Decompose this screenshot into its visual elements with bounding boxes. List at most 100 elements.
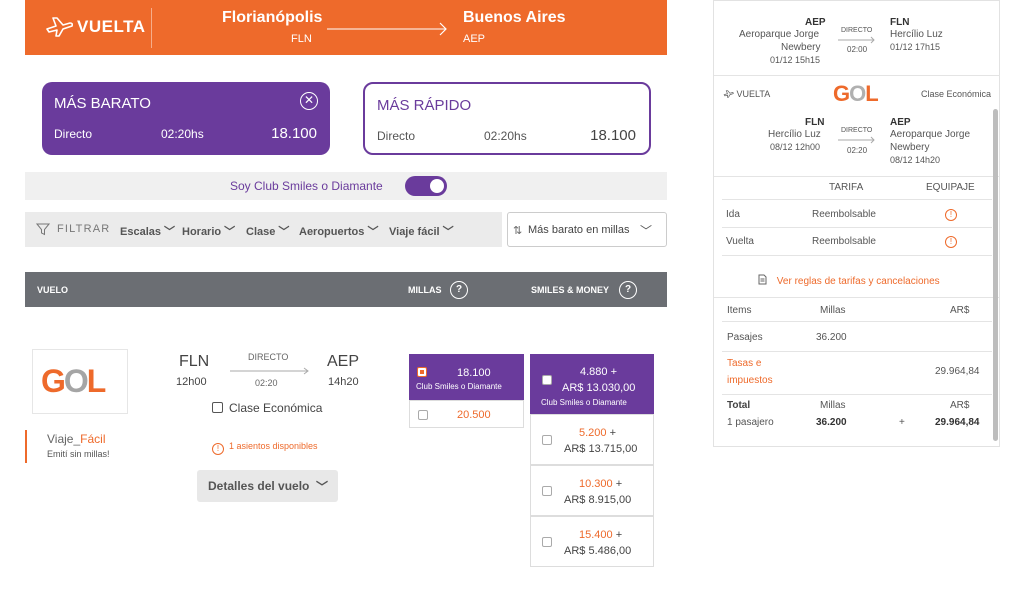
sm-miles: 5.200 +	[579, 427, 616, 439]
sm-money: AR$ 5.486,00	[564, 545, 632, 557]
checkbox[interactable]	[542, 375, 552, 385]
filter-aeropuertos[interactable]: Aeropuertos ﹀	[299, 226, 379, 238]
pasajes-label: Pasajes	[727, 332, 763, 343]
chevron-down-icon: ﹀	[315, 480, 328, 494]
miles-value: 20.500	[457, 409, 491, 421]
card-flight-type: Directo	[54, 127, 93, 141]
divider	[722, 394, 992, 395]
destination-code: AEP	[463, 33, 486, 45]
baggage-alert-icon[interactable]: !	[945, 209, 957, 221]
filter-viaje-facil[interactable]: Viaje fácil ﹀	[389, 226, 454, 238]
alert-icon: !	[212, 443, 224, 455]
summary-cabin: Clase Económica	[921, 89, 992, 99]
filter-horario-label: Horario	[182, 226, 222, 238]
gol-logo-text: GOL	[41, 363, 106, 399]
miles-club-label: Club Smiles o Diamante	[416, 382, 502, 391]
fare-rules-link-text: Ver reglas de tarifas y cancelaciones	[776, 276, 940, 287]
viaje-facil-title: Viaje_Fácil	[47, 432, 106, 446]
tasas-label-2: impuestos	[727, 375, 773, 386]
return-to-code: AEP	[890, 117, 911, 128]
club-smiles-bar: Soy Club Smiles o Diamante	[25, 172, 667, 200]
outbound-direct-label: DIRECTO	[841, 27, 873, 34]
checkbox[interactable]	[418, 410, 428, 420]
filter-horario[interactable]: Horario ﹀	[182, 226, 236, 238]
miles-option[interactable]: 20.500	[409, 400, 524, 428]
seat-icon	[212, 402, 223, 413]
outbound-from-code: AEP	[805, 17, 826, 28]
pasajes-millas: 36.200	[816, 332, 847, 343]
origin-city: Florianópolis	[222, 9, 323, 26]
sort-select[interactable]: ⇅ Más barato en millas ﹀	[507, 212, 667, 247]
price-col-items: Items	[727, 305, 752, 316]
trip-header: VUELTA Florianópolis FLN Buenos Aires AE…	[25, 0, 667, 55]
filter-escalas-label: Escalas	[120, 226, 161, 238]
outbound-duration: 02:00	[847, 45, 868, 54]
total-ars: 29.964,84	[935, 417, 980, 428]
filter-aeropuertos-label: Aeropuertos	[299, 226, 365, 238]
filter-bar: FILTRAR Escalas ﹀ Horario ﹀ Clase ﹀ Aero…	[25, 212, 502, 247]
price-col-ars: AR$	[950, 305, 970, 316]
flight-details-button[interactable]: Detalles del vuelo ﹀	[197, 470, 338, 502]
smiles-money-option[interactable]: 15.400 + AR$ 5.486,00	[530, 516, 654, 567]
smiles-money-option-selected[interactable]: 4.880 + AR$ 13.030,00 Club Smiles o Diam…	[530, 354, 654, 414]
filter-label[interactable]: FILTRAR	[57, 223, 111, 235]
return-direct-label: DIRECTO	[841, 127, 873, 134]
checkbox[interactable]	[542, 486, 552, 496]
fare-col-tarifa: TARIFA	[829, 182, 864, 193]
price-col-millas: Millas	[820, 305, 846, 316]
sm-miles: 15.400 +	[579, 529, 622, 541]
outbound-from-name-2: Newbery	[781, 42, 821, 53]
sm-money: AR$ 13.030,00	[562, 382, 636, 394]
smiles-money-help-icon[interactable]: ?	[619, 281, 637, 299]
miles-value: 18.100	[457, 367, 491, 379]
club-toggle-switch[interactable]	[405, 176, 447, 196]
airline-logo: GOL	[32, 349, 128, 414]
col-miles: MILLAS	[408, 285, 442, 295]
airline-logo: GOL	[833, 81, 879, 106]
card-title: MÁS RÁPIDO	[377, 97, 472, 114]
divider	[722, 227, 992, 228]
flight-cabin: Clase Económica	[229, 401, 323, 415]
fastest-card[interactable]: MÁS RÁPIDO Directo 02:20hs 18.100	[363, 82, 651, 155]
divider	[722, 199, 992, 200]
miles-option-selected[interactable]: 18.100 Club Smiles o Diamante	[409, 354, 524, 400]
flight-destination: AEP	[327, 353, 360, 370]
flight-origin: FLN	[179, 353, 210, 370]
checkbox-checked[interactable]	[417, 367, 427, 377]
sm-club-label: Club Smiles o Diamante	[541, 398, 627, 407]
details-button-label: Detalles del vuelo	[208, 479, 310, 493]
miles-help-icon[interactable]: ?	[450, 281, 468, 299]
sm-plus: +	[615, 529, 623, 541]
filter-clase-label: Clase	[246, 226, 276, 238]
fare-row-leg: Ida	[726, 209, 740, 220]
filter-escalas[interactable]: Escalas ﹀	[120, 226, 176, 238]
return-from-name: Hercílio Luz	[768, 129, 821, 140]
fare-rules-link[interactable]: Ver reglas de tarifas y cancelaciones	[758, 274, 940, 287]
total-label: Total	[727, 400, 751, 411]
smiles-money-option[interactable]: 5.200 + AR$ 13.715,00	[530, 414, 654, 465]
checkbox[interactable]	[542, 435, 552, 445]
trip-summary-panel: AEP Aeroparque Jorge Newbery 01/12 15h15…	[713, 0, 1000, 447]
fare-row-leg: Vuelta	[726, 236, 754, 247]
smiles-money-option[interactable]: 10.300 + AR$ 8.915,00	[530, 465, 654, 516]
card-price: 18.100	[271, 125, 317, 142]
card-title: MÁS BARATO	[54, 95, 151, 112]
card-duration: 02:20hs	[484, 129, 527, 143]
sm-miles-value: 5.200	[579, 427, 607, 439]
facil-word: Fácil	[80, 432, 106, 446]
card-price: 18.100	[590, 127, 636, 144]
close-icon[interactable]: ✕	[300, 92, 318, 110]
panel-scrollbar[interactable]	[993, 109, 998, 441]
fare-row-tarifa: Reembolsable	[812, 236, 876, 247]
divider	[722, 351, 992, 352]
checkbox[interactable]	[542, 537, 552, 547]
divider	[722, 255, 992, 256]
filter-icon	[36, 223, 50, 236]
filter-clase[interactable]: Clase ﹀	[246, 226, 290, 238]
col-flight: VUELO	[37, 285, 69, 295]
tasas-ars: 29.964,84	[935, 366, 980, 377]
origin-code: FLN	[291, 33, 312, 45]
cheapest-card[interactable]: MÁS BARATO ✕ Directo 02:20hs 18.100	[42, 82, 330, 155]
baggage-alert-icon[interactable]: !	[945, 236, 957, 248]
document-icon	[758, 274, 767, 285]
